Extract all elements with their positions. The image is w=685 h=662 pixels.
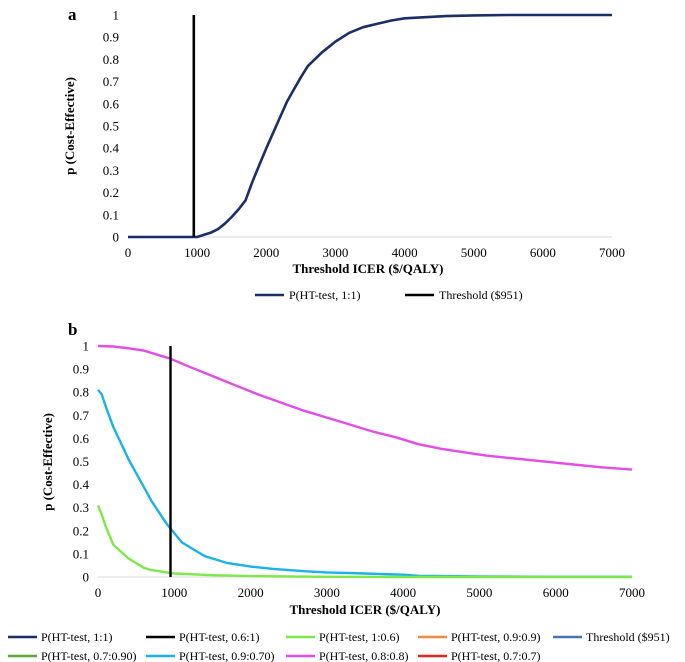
y-tick-label: 1 (83, 339, 90, 354)
y-tick-label: 0.7 (103, 74, 120, 89)
x-tick-label: 1000 (161, 585, 187, 600)
y-tick-label: 0.4 (103, 141, 120, 156)
panel-a-label: a (68, 5, 77, 24)
x-tick-label: 0 (95, 585, 102, 600)
y-tick-label: 0.5 (103, 119, 119, 134)
y-tick-label: 0.2 (73, 523, 89, 538)
x-axis-label: Threshold ICER ($/QALY) (290, 602, 441, 617)
y-tick-label: 0 (83, 570, 90, 585)
x-tick-label: 6000 (530, 245, 556, 260)
x-tick-label: 1000 (184, 245, 210, 260)
legend-label: P(HT-test, 0.9:0.70) (179, 649, 275, 662)
series-line (128, 13, 612, 239)
x-axis-label: Threshold ICER ($/QALY) (293, 261, 444, 276)
x-tick-label: 2000 (253, 245, 279, 260)
legend-label: Threshold ($951) (439, 288, 523, 302)
legend-label: P(HT-test, 1:0.6) (319, 630, 400, 644)
y-tick-label: 0.9 (103, 30, 119, 45)
y-tick-label: 0.7 (73, 408, 90, 423)
y-tick-label: 1 (113, 8, 120, 23)
legend-label: P(HT-test, 0.8:0.8) (319, 649, 409, 662)
y-tick-label: 0.6 (103, 96, 120, 111)
x-tick-label: 3000 (322, 245, 348, 260)
y-tick-label: 0.1 (73, 546, 89, 561)
y-axis-label: p (Cost-Effective) (40, 413, 55, 511)
x-tick-label: 5000 (461, 245, 487, 260)
series-line (97, 389, 632, 578)
series-line (96, 504, 632, 579)
y-tick-label: 0.1 (103, 207, 119, 222)
chart-panel-a: 0 0.1 0.2 0.3 0.4 0.5 0.6 0.7 0.8 0.9 1 0 1000 2000 3… (62, 8, 625, 303)
x-tick-label: 0 (125, 245, 132, 260)
legend-label: Threshold ($951) (586, 630, 670, 644)
x-tick-label: 7000 (599, 245, 625, 260)
legend-label: P(HT-test, 1:1) (289, 288, 361, 302)
x-tick-label: 5000 (466, 585, 492, 600)
x-tick-label: 6000 (543, 585, 569, 600)
legend-label: P(HT-test, 0.6:1) (179, 630, 260, 644)
x-tick-label: 4000 (392, 245, 418, 260)
y-tick-label: 0.2 (103, 185, 119, 200)
x-tick-label: 4000 (390, 585, 416, 600)
y-tick-label: 0.3 (103, 163, 119, 178)
y-tick-label: 0.6 (73, 431, 90, 446)
chart-panel-b: 0 0.1 0.2 0.3 0.4 0.5 0.6 0.7 0.8 0.9 1 0 1000 2000 3… (8, 339, 670, 662)
y-axis-label: p (Cost-Effective) (62, 77, 77, 175)
legend-label: P(HT-test, 1:1) (41, 630, 113, 644)
legend-label: P(HT-test, 0.7:0.90) (41, 649, 137, 662)
x-tick-label: 2000 (238, 585, 264, 600)
y-tick-label: 0 (113, 230, 120, 245)
y-tick-label: 0.8 (103, 52, 119, 67)
y-tick-label: 0.8 (73, 385, 89, 400)
x-tick-label: 3000 (314, 585, 340, 600)
legend-label: P(HT-test, 0.9:0.9) (451, 630, 541, 644)
y-tick-label: 0.3 (73, 500, 89, 515)
legend-label: P(HT-test, 0.7:0.7) (451, 649, 541, 662)
x-tick-label: 7000 (619, 585, 645, 600)
y-tick-label: 0.5 (73, 454, 89, 469)
panel-b-label: b (68, 320, 77, 339)
y-tick-label: 0.9 (73, 362, 89, 377)
series-line (97, 344, 633, 471)
y-tick-label: 0.4 (73, 477, 90, 492)
